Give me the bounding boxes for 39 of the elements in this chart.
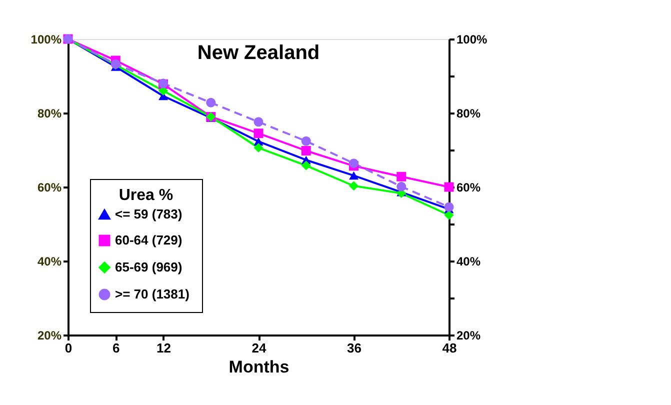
chart-title: New Zealand	[197, 42, 320, 64]
y-tick-label: 100%	[30, 32, 62, 46]
x-tick-label: 0	[64, 340, 72, 356]
point	[254, 128, 264, 138]
x-tick-label: 48	[442, 340, 457, 356]
x-axis-title: Months	[228, 358, 290, 376]
y2-tick-label: 80%	[456, 106, 481, 120]
point	[349, 158, 358, 168]
y2-tick-label: 60%	[456, 180, 481, 194]
point	[444, 210, 454, 220]
y2-tick-label: 40%	[456, 254, 481, 268]
y-tick-label: 60%	[37, 180, 62, 194]
x-tick-label: 12	[156, 340, 171, 356]
y-tick-label: 80%	[37, 106, 62, 120]
point	[206, 98, 216, 108]
point	[396, 182, 406, 192]
x-tick-label: 6	[112, 340, 120, 356]
point	[301, 136, 311, 146]
point	[301, 146, 311, 156]
point	[349, 181, 358, 191]
x-tick-label: 24	[252, 340, 267, 356]
point	[444, 202, 454, 212]
point	[254, 143, 264, 153]
point	[444, 182, 454, 192]
legend-label: 65-69 (969)	[115, 260, 182, 274]
point	[254, 117, 264, 127]
point	[158, 86, 168, 96]
point	[301, 160, 311, 170]
point	[349, 171, 358, 180]
legend-label: 60-64 (729)	[115, 232, 182, 248]
legend-title: Urea %	[118, 187, 174, 204]
legend-label: >= 70 (1381)	[115, 286, 190, 302]
legend-label: <= 59 (783)	[115, 206, 182, 222]
y2-tick-label: 20%	[456, 328, 481, 342]
point	[396, 172, 406, 182]
x-tick-label: 36	[347, 340, 362, 356]
y-tick-label: 40%	[37, 254, 62, 268]
y2-tick-label: 100%	[456, 32, 488, 46]
y-tick-label: 20%	[37, 328, 62, 342]
